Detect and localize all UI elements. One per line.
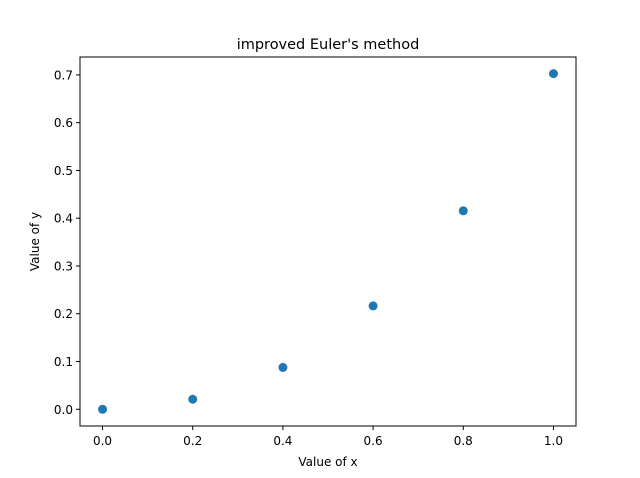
x-tick-label: 0.0 <box>93 434 112 448</box>
data-point <box>548 69 558 79</box>
y-tick-label: 0.4 <box>54 212 73 226</box>
y-tick-label: 0.5 <box>54 164 73 178</box>
x-tick-label: 1.0 <box>544 434 563 448</box>
x-tick-label: 0.6 <box>364 434 383 448</box>
x-axis: 0.0 0.2 0.4 0.6 0.8 1.0 <box>93 426 563 448</box>
x-tick-label: 0.4 <box>273 434 292 448</box>
y-tick-label: 0.6 <box>54 116 73 130</box>
y-tick-label: 0.3 <box>54 259 73 273</box>
data-point <box>188 394 198 404</box>
y-axis-label: Value of y <box>28 212 42 271</box>
plot-area: 0.0 0.2 0.4 0.6 0.8 1.0 0.0 0.1 0.2 0.3 0.4 0.5 0.6… <box>54 56 577 448</box>
y-axis: 0.0 0.1 0.2 0.3 0.4 0.5 0.6 0.7 <box>54 68 80 417</box>
data-point <box>458 206 468 216</box>
chart-title: improved Euler's method <box>237 37 420 53</box>
data-points <box>98 69 558 414</box>
data-point <box>368 301 378 311</box>
x-axis-label: Value of x <box>298 455 357 469</box>
y-tick-label: 0.2 <box>54 307 73 321</box>
plot-frame <box>79 56 577 427</box>
y-tick-label: 0.7 <box>54 68 73 82</box>
x-tick-label: 0.2 <box>183 434 202 448</box>
data-point <box>98 404 108 414</box>
y-tick-label: 0.0 <box>54 403 73 417</box>
data-point <box>278 362 288 372</box>
x-tick-label: 0.8 <box>454 434 473 448</box>
y-tick-label: 0.1 <box>54 355 73 369</box>
